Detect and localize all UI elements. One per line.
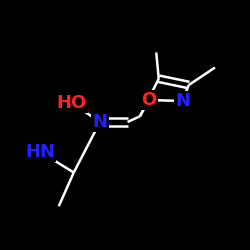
Text: O: O <box>141 91 156 109</box>
Text: HO: HO <box>56 94 86 112</box>
Text: N: N <box>175 92 190 110</box>
Text: N: N <box>92 113 108 131</box>
Text: HN: HN <box>25 143 55 161</box>
